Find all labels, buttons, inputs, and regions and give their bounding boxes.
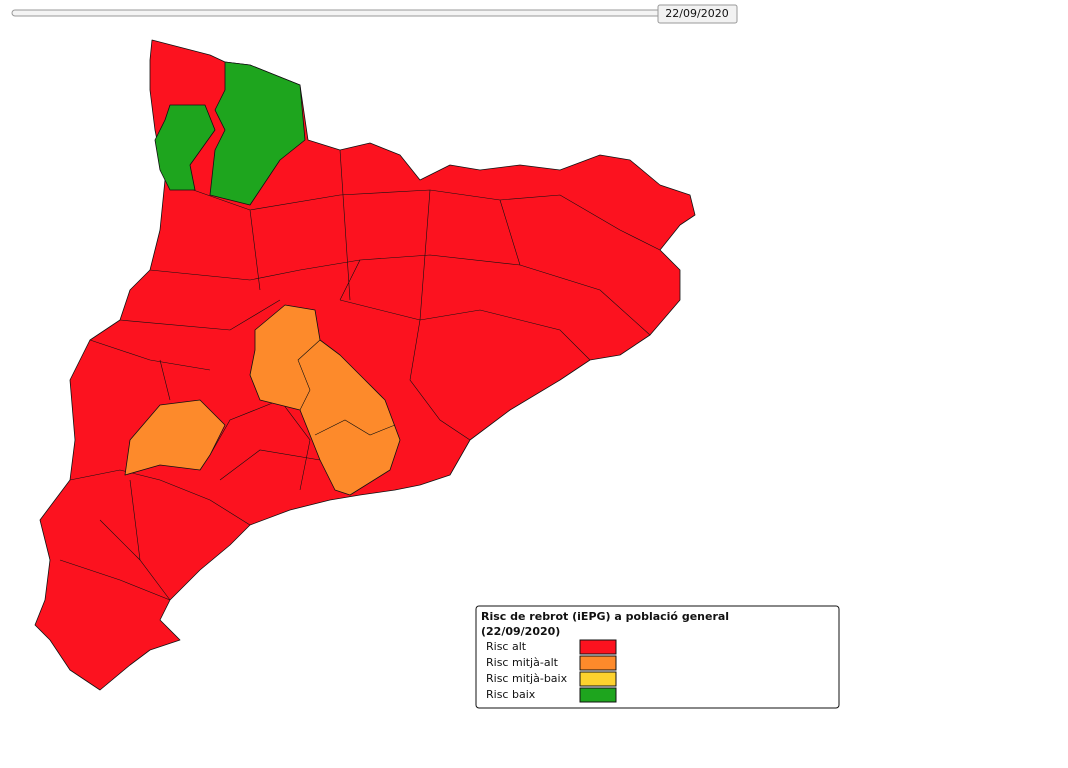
legend-swatch (579, 687, 617, 703)
legend-swatch (579, 639, 617, 655)
region[interactable] (249, 304, 401, 496)
region[interactable] (124, 399, 226, 476)
date-slider-track[interactable] (11, 9, 663, 17)
region[interactable] (209, 61, 306, 206)
legend-label: Risc mitjà-alt (486, 656, 559, 669)
date-slider-thumb[interactable] (657, 4, 738, 24)
map (34, 39, 696, 691)
legend-label: Risc alt (486, 640, 527, 653)
legend-title: Risc de rebrot (iEPG) a població general (481, 610, 729, 623)
legend-label: Risc baix (486, 688, 536, 701)
legend-swatch (579, 655, 617, 671)
region-border (297, 339, 396, 436)
region-border (59, 149, 661, 601)
legend: Risc de rebrot (iEPG) a població general… (475, 605, 840, 709)
legend-swatch (579, 671, 617, 687)
region[interactable] (34, 39, 696, 691)
legend-box (475, 605, 840, 709)
region[interactable] (154, 104, 216, 191)
legend-subtitle: (22/09/2020) (481, 625, 560, 638)
legend-label: Risc mitjà-baix (486, 672, 568, 685)
slider-date: 22/09/2020 (665, 7, 728, 20)
